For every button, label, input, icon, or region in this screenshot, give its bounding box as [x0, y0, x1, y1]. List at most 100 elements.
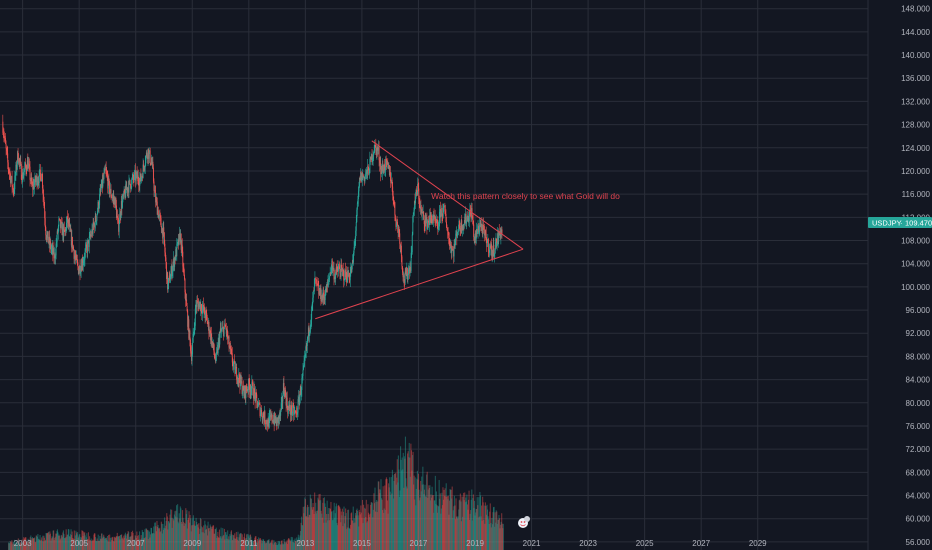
- volume-bar: [236, 539, 238, 550]
- volume-bar: [146, 528, 148, 550]
- candle-body: [2, 121, 4, 133]
- y-tick-label: 104.000: [901, 260, 930, 269]
- volume-bar: [398, 496, 401, 550]
- candle-body: [154, 190, 156, 193]
- volume-bar: [469, 519, 471, 550]
- time-axis[interactable]: 2003 2005 2007 2009 2011 2013 2015 2017 2019 2021…: [14, 539, 767, 548]
- volume-bar: [165, 525, 167, 550]
- volume-bar: [86, 539, 88, 550]
- candle-body: [296, 411, 298, 415]
- candle-body: [446, 221, 447, 228]
- volume-bar: [34, 542, 36, 550]
- volume-bar: [98, 540, 100, 550]
- candle-body: [232, 362, 234, 366]
- candle-body: [167, 272, 169, 290]
- volume-bar: [150, 527, 153, 550]
- volume-bar: [211, 526, 213, 550]
- candle-body: [351, 260, 353, 265]
- volume-bar: [366, 522, 368, 550]
- candle-body: [270, 415, 272, 418]
- volume-bar: [271, 540, 273, 550]
- candle-body: [113, 196, 115, 201]
- volume-bar: [342, 511, 345, 550]
- annotations[interactable]: Watch this pattern closely to see what G…: [315, 140, 620, 320]
- candle-body: [305, 345, 307, 353]
- candle-body: [195, 305, 197, 307]
- candle-body: [455, 233, 457, 235]
- volume-bar: [427, 489, 429, 550]
- candle-body: [431, 218, 433, 224]
- candle-body: [110, 188, 111, 193]
- volume-bar: [352, 520, 354, 550]
- volume-bar: [397, 455, 399, 550]
- volume-bar: [41, 541, 43, 550]
- candle-body: [424, 224, 426, 227]
- volume-bar: [212, 525, 215, 550]
- volume-bar: [440, 513, 442, 550]
- candle-body: [328, 280, 329, 281]
- volume-bar: [347, 509, 349, 550]
- volume-bar: [89, 539, 91, 550]
- volume-bar: [321, 513, 323, 550]
- candle-body: [6, 150, 8, 154]
- volume-bar: [84, 535, 86, 550]
- volume-bar: [340, 511, 342, 550]
- candle-body: [294, 411, 296, 412]
- candle-body: [21, 179, 23, 183]
- volume-bar: [413, 475, 415, 550]
- volume-bar: [17, 538, 19, 550]
- candle-body: [139, 178, 141, 186]
- volume-bar: [97, 541, 99, 550]
- volume-bar: [99, 538, 101, 550]
- candle-body: [334, 276, 336, 279]
- candle-body: [19, 158, 21, 163]
- volume-bar: [199, 517, 202, 550]
- candle-body: [23, 171, 25, 175]
- volume-bar: [290, 536, 292, 550]
- candle-body: [321, 295, 323, 302]
- candle-body: [2, 132, 4, 135]
- volume-bar: [304, 499, 306, 550]
- candle-body: [158, 214, 160, 216]
- candle-body: [182, 266, 184, 268]
- candle-body: [203, 307, 205, 311]
- candle-body: [397, 225, 399, 233]
- candle-body: [110, 188, 112, 197]
- candle-body: [95, 216, 97, 222]
- candle-body: [392, 186, 394, 196]
- volume-bar: [118, 535, 121, 550]
- candle-body: [483, 226, 485, 230]
- candle-body: [70, 230, 72, 246]
- volume-bar: [391, 493, 393, 550]
- candle-body: [204, 307, 205, 315]
- volume-bar: [439, 498, 441, 550]
- candle-body: [429, 215, 431, 218]
- volume-bar: [398, 469, 400, 550]
- candle-body: [214, 355, 216, 360]
- volume-bar: [451, 498, 453, 550]
- candle-body: [359, 177, 361, 180]
- candle-body: [328, 278, 330, 281]
- candle-body: [180, 233, 182, 242]
- candle-body: [277, 417, 279, 424]
- candle-body: [427, 222, 428, 229]
- candle-body: [67, 216, 68, 223]
- volume-bar: [493, 506, 495, 550]
- volume-bar: [305, 516, 308, 550]
- candle-body: [118, 221, 120, 232]
- candle-body: [391, 179, 393, 183]
- candle-body: [472, 219, 474, 225]
- volume-bar: [174, 511, 176, 550]
- volume-bar: [314, 492, 316, 550]
- volume-bar: [395, 472, 397, 550]
- price-axis[interactable]: 56.00060.00064.00068.00072.00076.00080.0…: [901, 5, 930, 547]
- volume-bar: [432, 495, 434, 550]
- volume-bar: [488, 519, 490, 550]
- candle-body: [178, 234, 180, 245]
- candle-body: [96, 214, 98, 221]
- volume-bar: [253, 541, 255, 550]
- volume-bar: [393, 480, 395, 550]
- candle-body: [261, 416, 263, 420]
- volume-bar: [390, 477, 392, 550]
